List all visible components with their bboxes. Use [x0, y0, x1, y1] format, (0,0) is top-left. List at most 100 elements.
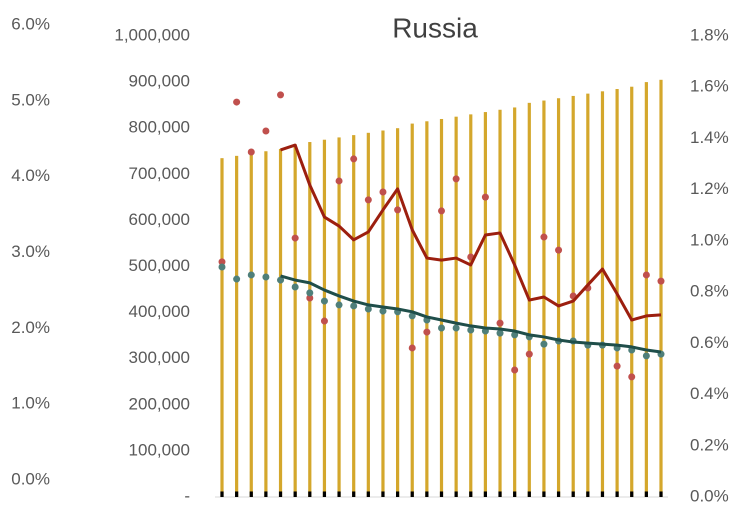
bar	[439, 491, 444, 497]
dot	[481, 193, 489, 201]
bar	[483, 112, 487, 497]
dot	[364, 305, 372, 313]
bar	[439, 118, 444, 497]
dot	[438, 207, 445, 215]
y-tick-label: 700,000	[129, 164, 190, 183]
dot	[247, 271, 255, 279]
dot	[394, 206, 402, 214]
bar	[556, 491, 561, 497]
bar	[264, 151, 268, 497]
bar	[322, 491, 327, 497]
bar	[469, 114, 473, 498]
dot	[511, 366, 519, 374]
y2-tick-label: 1.6%	[690, 77, 729, 96]
dot	[496, 319, 504, 327]
bar	[513, 491, 517, 497]
bar	[249, 153, 253, 497]
bar	[498, 109, 502, 497]
bar	[352, 491, 356, 497]
bar	[235, 155, 239, 498]
y2-tick-label: 1.8%	[690, 25, 729, 44]
bar	[659, 79, 663, 498]
dot	[364, 196, 372, 204]
dot	[262, 127, 270, 135]
dot	[335, 177, 343, 185]
bar	[264, 491, 268, 497]
dot	[379, 307, 387, 315]
dot	[657, 277, 665, 285]
dot	[642, 352, 650, 360]
dot	[540, 233, 548, 241]
bar	[586, 491, 590, 497]
bar	[235, 491, 239, 497]
dot	[555, 246, 563, 254]
y3-tick-label: 3.0%	[11, 242, 50, 261]
bar	[659, 491, 663, 497]
y2-tick-label: 1.0%	[690, 230, 729, 249]
y2-tick-label: 1.2%	[690, 179, 729, 198]
dot	[642, 271, 650, 279]
dot	[452, 324, 460, 332]
bar	[293, 491, 297, 497]
bar	[293, 144, 297, 497]
line	[280, 143, 662, 322]
dot	[423, 328, 431, 336]
y3-tick-label: 2.0%	[11, 318, 50, 337]
dot	[291, 234, 299, 242]
dot	[233, 275, 241, 283]
y3-tick-label: 1.0%	[11, 394, 50, 413]
y2-tick-label: 0.4%	[690, 384, 729, 403]
bar	[366, 491, 370, 497]
dot	[525, 350, 533, 358]
bar	[396, 491, 400, 497]
dot	[320, 317, 328, 325]
y2-tick-label: 1.4%	[690, 128, 729, 147]
bar	[644, 491, 648, 497]
bar	[600, 91, 605, 497]
bar	[483, 491, 487, 497]
bar	[600, 491, 605, 497]
bar	[586, 93, 590, 497]
bar	[454, 491, 458, 497]
chart-title: Russia	[392, 12, 478, 43]
dot	[277, 276, 285, 284]
bar	[278, 148, 283, 497]
bar	[366, 132, 370, 497]
y3-tick-label: 4.0%	[11, 166, 50, 185]
y-tick-label: 600,000	[129, 210, 190, 229]
dot	[335, 301, 343, 309]
dot	[452, 175, 460, 183]
dot	[540, 340, 548, 348]
bar	[425, 491, 429, 497]
bar	[352, 135, 356, 498]
dot	[467, 326, 475, 334]
dot	[291, 283, 299, 291]
y-tick-label: 300,000	[129, 348, 190, 367]
bar	[542, 491, 546, 497]
dot	[262, 273, 270, 281]
dot	[233, 98, 241, 106]
bar	[249, 491, 253, 497]
bar	[278, 491, 283, 497]
dot	[306, 294, 314, 302]
y-tick-label: 900,000	[129, 72, 190, 91]
dot	[247, 148, 255, 156]
bar	[527, 491, 531, 497]
dot	[306, 289, 314, 297]
bar	[630, 491, 634, 497]
y2-tick-label: 0.0%	[690, 486, 729, 505]
y3-tick-label: 6.0%	[11, 14, 50, 33]
dot	[613, 362, 621, 370]
dot	[350, 155, 358, 163]
y2-tick-label: 0.6%	[690, 333, 729, 352]
bar	[381, 491, 385, 497]
bar	[498, 491, 502, 497]
dot	[277, 91, 285, 99]
bar	[556, 98, 561, 498]
bar	[308, 142, 312, 497]
dot	[628, 373, 636, 381]
dot	[320, 297, 328, 305]
dot	[408, 344, 416, 352]
bar	[630, 86, 634, 498]
